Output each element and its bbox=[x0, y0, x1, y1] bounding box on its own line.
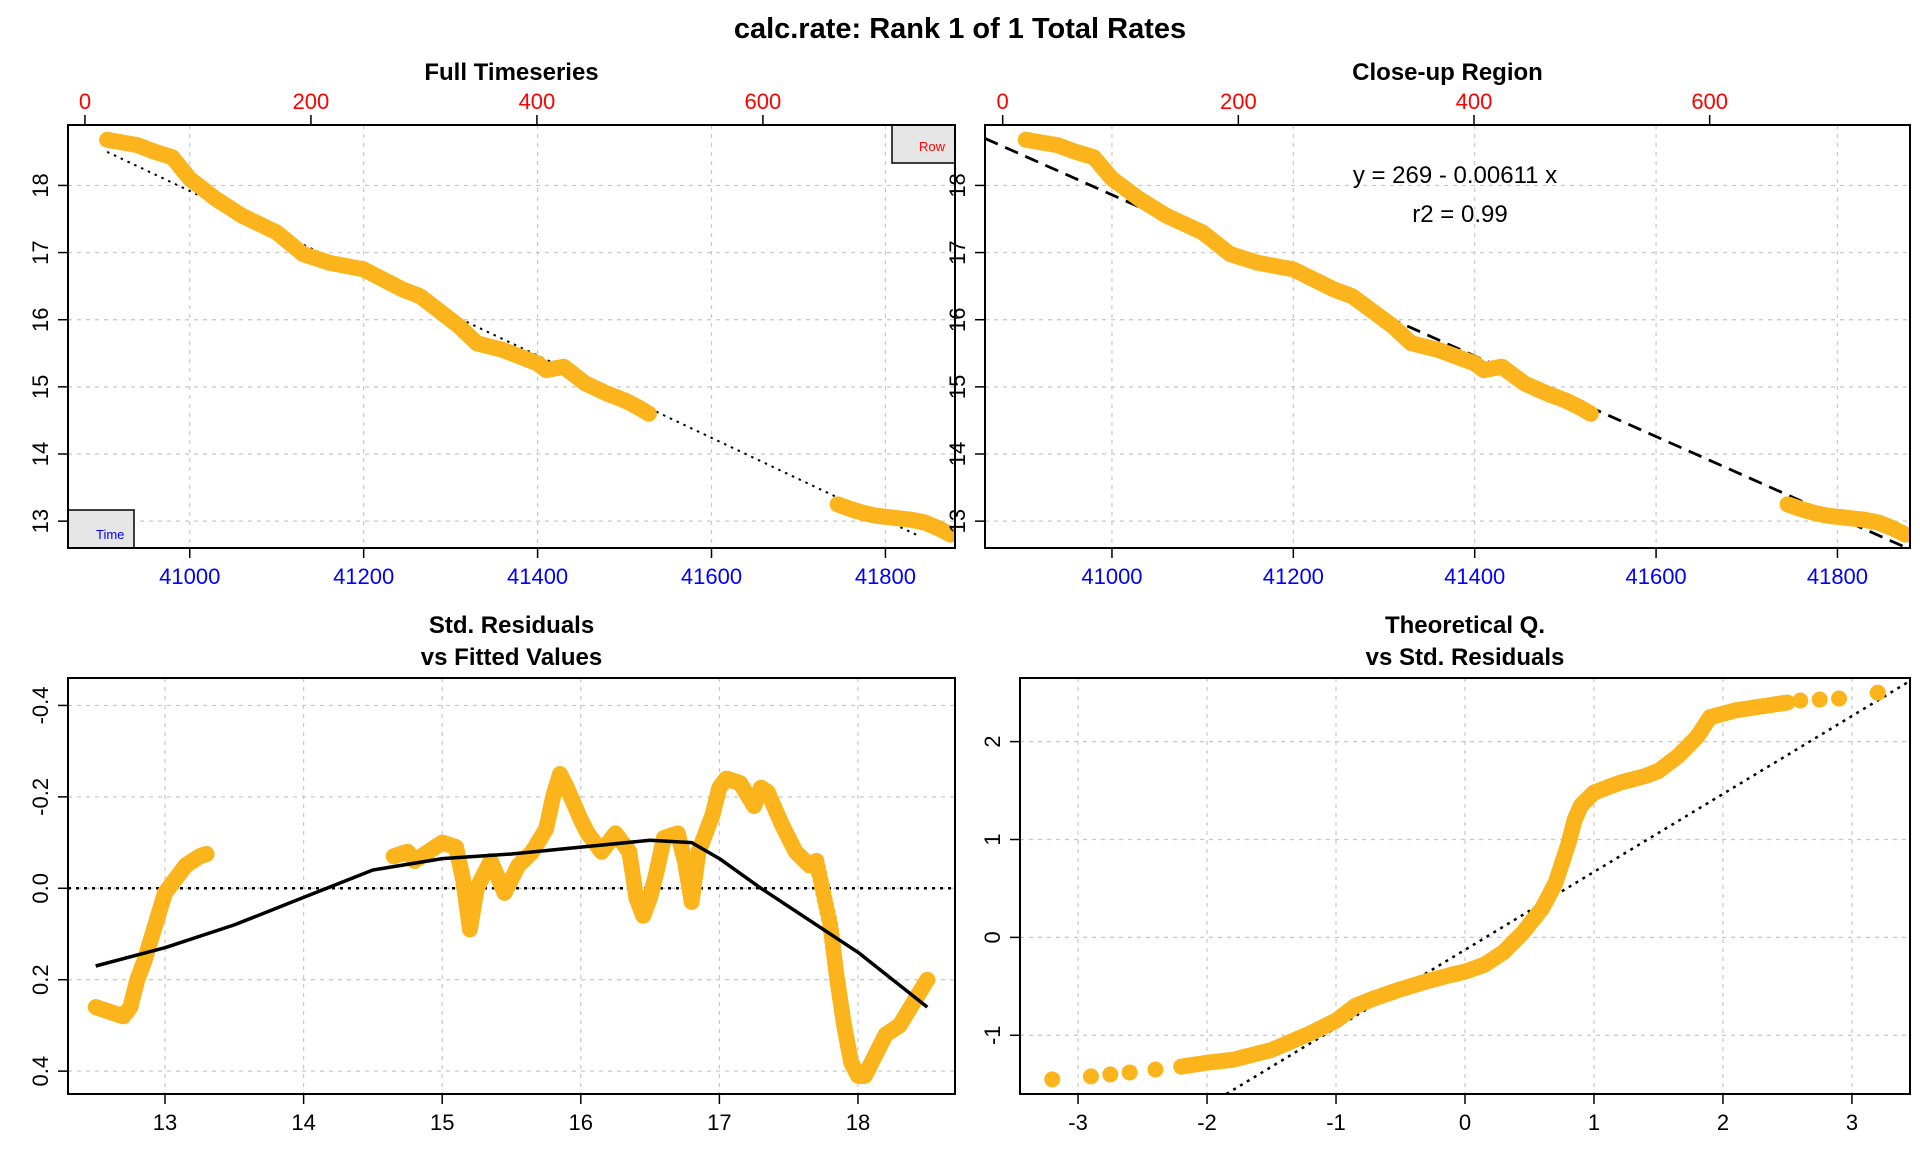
plot-frame bbox=[1019, 677, 1911, 1095]
y-tick-label: 0 bbox=[980, 931, 1005, 943]
data-point bbox=[1102, 1066, 1119, 1083]
x-tick-label: 1 bbox=[1588, 1110, 1600, 1135]
x-tick-label-time: 41600 bbox=[1625, 564, 1686, 589]
x-tick-label-time: 41200 bbox=[1263, 564, 1324, 589]
regression-equation: y = 269 - 0.00611 x bbox=[1353, 162, 1557, 189]
x-tick-label: 15 bbox=[430, 1110, 454, 1135]
x-tick-label: 16 bbox=[569, 1110, 593, 1135]
regression-line bbox=[985, 137, 1910, 548]
figure-title: calc.rate: Rank 1 of 1 Total Rates bbox=[734, 13, 1186, 45]
x-tick-label-time: 41000 bbox=[159, 564, 220, 589]
y-tick-label: 1 bbox=[980, 833, 1005, 845]
panel-resid: Std. Residuals vs Fitted Values -0.4 -0.2 0.… bbox=[28, 612, 956, 1135]
y-tick-label: 0.2 bbox=[28, 964, 53, 995]
data-point bbox=[1121, 1064, 1138, 1081]
legend-row-label: Row bbox=[919, 139, 946, 154]
y-tick-label: 0.0 bbox=[28, 873, 53, 904]
x-tick-label: 17 bbox=[707, 1110, 731, 1135]
y-tick-label: 13 bbox=[945, 509, 970, 533]
y-tick-label: 18 bbox=[28, 173, 53, 197]
x-tick-label: 0 bbox=[1459, 1110, 1471, 1135]
data-point bbox=[1897, 526, 1910, 543]
x-tick-label-time: 41600 bbox=[681, 564, 742, 589]
x-tick-label: -3 bbox=[1068, 1110, 1088, 1135]
data-point bbox=[1582, 405, 1599, 422]
plot-frame bbox=[984, 124, 1911, 549]
x-top-tick-label-row: 400 bbox=[1456, 89, 1493, 114]
plot-area bbox=[68, 125, 955, 548]
panel-subtitle: vs Std. Residuals bbox=[1366, 644, 1565, 671]
panel-qq: Theoretical Q. vs Std. Residuals -1 0 1 2 -3 -2… bbox=[980, 612, 1911, 1135]
x-tick-label-time: 41000 bbox=[1081, 564, 1142, 589]
x-top-tick-label-row: 200 bbox=[1220, 89, 1257, 114]
x-tick-label-time: 41200 bbox=[333, 564, 394, 589]
y-tick-label: 13 bbox=[28, 509, 53, 533]
x-top-tick-label-row: 0 bbox=[997, 89, 1009, 114]
legend-time-label: Time bbox=[96, 527, 124, 542]
panel-full: Full Timeseries 13 14 15 16 17 18 41000 41200 414… bbox=[28, 59, 956, 589]
y-tick-label: 14 bbox=[28, 442, 53, 466]
r-squared-label: r2 = 0.99 bbox=[1412, 201, 1507, 228]
panel-title: Close-up Region bbox=[1352, 59, 1543, 86]
y-tick-label: -0.2 bbox=[28, 778, 53, 816]
y-tick-label: 2 bbox=[980, 735, 1005, 747]
plot-area bbox=[68, 678, 955, 1094]
panel-title: Full Timeseries bbox=[424, 59, 598, 86]
y-tick-label: 15 bbox=[28, 375, 53, 399]
panel-title: Theoretical Q. bbox=[1385, 612, 1545, 639]
y-tick-label: 14 bbox=[945, 442, 970, 466]
x-tick-label: 3 bbox=[1846, 1110, 1858, 1135]
x-top-tick-label-row: 200 bbox=[293, 89, 330, 114]
data-point bbox=[1082, 1068, 1099, 1085]
plot-frame bbox=[67, 677, 956, 1095]
plot-frame bbox=[67, 124, 956, 549]
data-point bbox=[1831, 690, 1848, 707]
x-tick-label: 13 bbox=[153, 1110, 177, 1135]
data-point bbox=[198, 846, 215, 862]
y-tick-label: 17 bbox=[28, 240, 53, 264]
x-top-tick-label-row: 600 bbox=[1691, 89, 1728, 114]
data-point bbox=[1811, 691, 1828, 708]
data-point bbox=[942, 526, 955, 543]
x-tick-label-time: 41400 bbox=[507, 564, 568, 589]
data-point bbox=[1792, 692, 1809, 709]
y-tick-label: 16 bbox=[28, 307, 53, 331]
x-tick-label: -2 bbox=[1197, 1110, 1217, 1135]
plot-area bbox=[1020, 678, 1910, 1094]
y-tick-label: 16 bbox=[945, 307, 970, 331]
panel-closeup: Close-up Region 13 14 15 16 17 18 41000 41200 414… bbox=[945, 59, 1911, 589]
y-tick-label: -1 bbox=[980, 1025, 1005, 1045]
panel-subtitle: vs Fitted Values bbox=[421, 644, 602, 671]
y-tick-label: 15 bbox=[945, 375, 970, 399]
x-tick-label-time: 41400 bbox=[1444, 564, 1505, 589]
x-tick-label: 18 bbox=[846, 1110, 870, 1135]
x-top-tick-label-row: 600 bbox=[745, 89, 782, 114]
y-tick-label: 0.4 bbox=[28, 1056, 53, 1087]
y-tick-label: -0.4 bbox=[28, 686, 53, 724]
panel-title: Std. Residuals bbox=[429, 612, 594, 639]
data-point bbox=[640, 405, 657, 422]
loess-smooth-line bbox=[95, 838, 929, 1009]
x-tick-label-time: 41800 bbox=[1807, 564, 1868, 589]
x-top-tick-label-row: 400 bbox=[519, 89, 556, 114]
data-point bbox=[1779, 694, 1796, 711]
x-top-tick-label-row: 0 bbox=[79, 89, 91, 114]
data-point bbox=[919, 971, 936, 988]
data-point bbox=[1147, 1061, 1164, 1078]
y-tick-label: 18 bbox=[945, 173, 970, 197]
x-tick-label: -1 bbox=[1326, 1110, 1346, 1135]
qq-reference-line bbox=[1225, 679, 1910, 1094]
y-tick-label: 17 bbox=[945, 240, 970, 264]
x-tick-label: 2 bbox=[1717, 1110, 1729, 1135]
data-point bbox=[1044, 1071, 1061, 1088]
plot-area bbox=[985, 125, 1910, 548]
x-tick-label: 14 bbox=[291, 1110, 315, 1135]
x-tick-label-time: 41800 bbox=[855, 564, 916, 589]
data-point bbox=[1869, 684, 1886, 701]
